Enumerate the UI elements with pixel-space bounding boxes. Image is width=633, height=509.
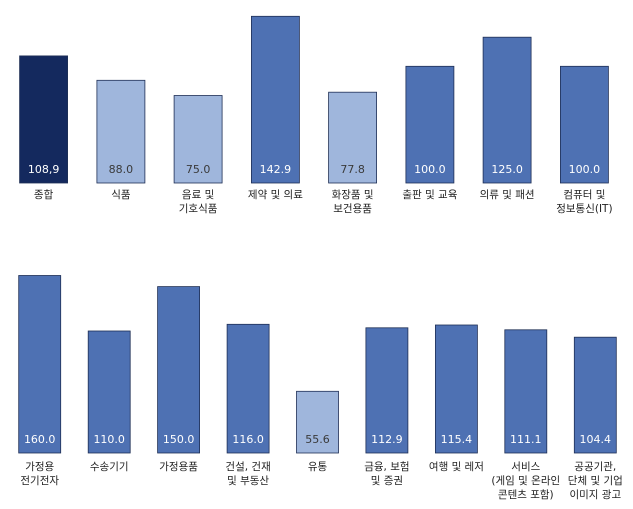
category-label: 기호식품: [179, 203, 218, 215]
data-label: 55.6: [305, 433, 330, 446]
bar: [405, 65, 455, 184]
bar: [504, 329, 548, 454]
data-label: 75.0: [186, 163, 211, 176]
data-label: 125.0: [491, 163, 523, 176]
bar: [87, 330, 131, 454]
category-label: 전기전자: [20, 475, 59, 487]
category-label: 의류 및 패션: [480, 189, 535, 201]
data-label: 100.0: [569, 163, 601, 176]
bar: [296, 390, 339, 454]
bar: [482, 36, 532, 184]
category-label: 정보통신(IT): [556, 203, 612, 215]
data-label: 110.0: [93, 433, 125, 446]
category-label: 화장품 및: [332, 189, 374, 201]
data-label: 160.0: [24, 433, 56, 446]
category-label: 컴퓨터 및: [563, 189, 605, 201]
category-label: 서비스: [511, 461, 540, 473]
category-label: 음료 및: [182, 189, 214, 201]
category-label: 및 증권: [371, 475, 403, 487]
bar: [250, 15, 300, 184]
data-label: 142.9: [260, 163, 292, 176]
category-label: 금융, 보험: [364, 461, 409, 473]
bar: [18, 275, 62, 454]
bar: [96, 79, 146, 184]
category-label: 공공기관,: [574, 461, 616, 473]
category-label: 여행 및 레저: [429, 461, 484, 473]
category-label: 수송기기: [90, 461, 129, 473]
data-label: 116.0: [232, 433, 264, 446]
data-label: 104.4: [580, 433, 612, 446]
data-label: 111.1: [510, 433, 542, 446]
bar: [19, 55, 69, 184]
category-label: 건설, 건재: [225, 461, 270, 473]
category-label: 식품: [111, 189, 131, 201]
bar: [157, 286, 201, 454]
data-label: 115.4: [441, 433, 473, 446]
category-label: 콘텐츠 포함): [498, 489, 554, 501]
category-label: 보건용품: [333, 203, 372, 215]
category-label: 및 부동산: [227, 475, 269, 487]
data-label: 77.8: [340, 163, 365, 176]
category-label: 가정용품: [159, 461, 198, 473]
bar: [573, 336, 617, 454]
category-label: 종합: [34, 189, 54, 201]
category-label: 유통: [308, 461, 328, 473]
bar: [226, 323, 270, 454]
data-label: 150.0: [163, 433, 195, 446]
category-label: 이미지 광고: [569, 489, 621, 501]
data-label: 100.0: [414, 163, 446, 176]
bar: [173, 95, 223, 184]
data-label: 88.0: [109, 163, 134, 176]
category-label: 출판 및 교육: [402, 189, 457, 201]
data-label: 112.9: [371, 433, 403, 446]
bar: [328, 91, 378, 184]
category-label: 가정용: [25, 461, 54, 473]
bar: [434, 324, 478, 454]
bar: [365, 327, 409, 454]
category-label: 제약 및 의료: [248, 189, 303, 201]
category-label: (게임 및 온라인: [491, 474, 560, 487]
bar: [560, 65, 609, 184]
category-label: 단체 및 기업: [568, 474, 623, 487]
data-label: 108,9: [28, 163, 60, 176]
